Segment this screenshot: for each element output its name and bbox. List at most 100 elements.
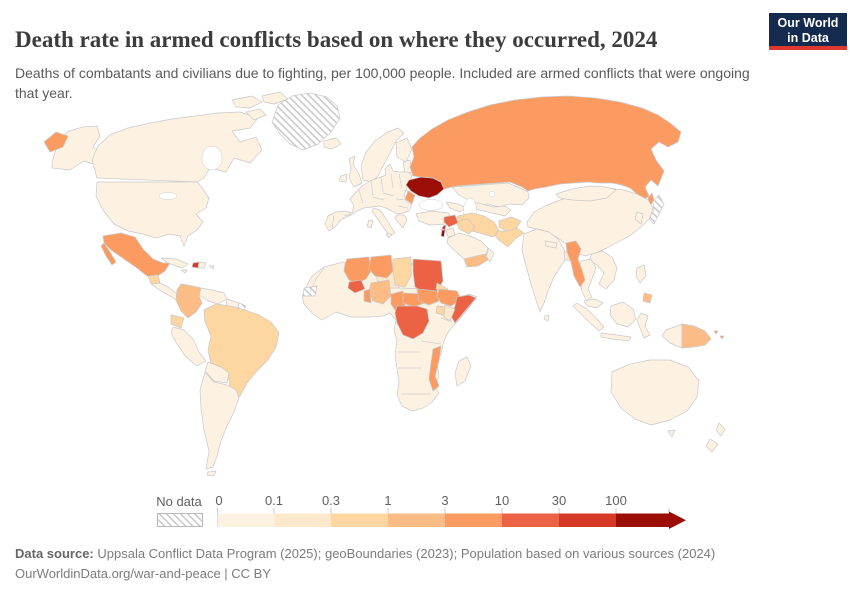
data-source-text: Uppsala Conflict Data Program (2025); ge… bbox=[93, 546, 716, 561]
legend-bin-7[interactable] bbox=[616, 513, 669, 528]
island-java[interactable] bbox=[600, 332, 632, 342]
legend-tick-label: 10 bbox=[495, 493, 509, 508]
legend-tick-label: 100 bbox=[605, 493, 627, 508]
country-bolivia[interactable] bbox=[204, 361, 230, 384]
country-israel-palestine[interactable] bbox=[440, 229, 446, 238]
country-papua-new-guinea[interactable] bbox=[681, 323, 712, 349]
country-guatemala[interactable] bbox=[147, 274, 161, 285]
country-venezuela[interactable] bbox=[198, 287, 228, 305]
legend-tick-label: 0.1 bbox=[265, 493, 283, 508]
legend-tick-label: 1 bbox=[384, 493, 391, 508]
legend-tick-label: 3 bbox=[441, 493, 448, 508]
country-usa[interactable] bbox=[95, 181, 210, 247]
legend-tick-label: 0.3 bbox=[322, 493, 340, 508]
legend-no-data-swatch[interactable] bbox=[157, 513, 203, 527]
region-europe-mainland[interactable] bbox=[324, 163, 413, 232]
country-syria[interactable] bbox=[443, 214, 459, 228]
country-jamaica[interactable] bbox=[180, 269, 188, 274]
country-cuba[interactable] bbox=[160, 257, 189, 269]
country-malaysia[interactable] bbox=[583, 298, 604, 309]
country-south-sudan[interactable] bbox=[416, 288, 440, 306]
legend-no-data-label: No data bbox=[156, 494, 202, 509]
country-myanmar[interactable] bbox=[565, 240, 586, 288]
island-tasmania[interactable] bbox=[667, 429, 676, 438]
country-uganda[interactable] bbox=[435, 305, 446, 316]
footer-link-line[interactable]: OurWorldinData.org/war-and-peace | CC BY bbox=[15, 566, 272, 581]
country-lebanon[interactable] bbox=[441, 224, 447, 231]
country-oman[interactable] bbox=[485, 247, 495, 263]
country-nepal[interactable] bbox=[544, 240, 558, 249]
country-canada[interactable] bbox=[91, 111, 263, 183]
country-australia[interactable] bbox=[610, 359, 700, 426]
island-sumatra[interactable] bbox=[572, 302, 605, 332]
country-niger[interactable] bbox=[368, 254, 394, 279]
country-colombia[interactable] bbox=[175, 283, 203, 319]
country-russia-chukotka[interactable] bbox=[43, 131, 69, 153]
country-iraq[interactable] bbox=[455, 218, 476, 235]
country-mongolia[interactable] bbox=[555, 185, 617, 202]
country-chad[interactable] bbox=[392, 256, 412, 288]
country-korea[interactable] bbox=[634, 211, 644, 225]
data-source-label: Data source: bbox=[15, 546, 94, 561]
legend-tick-label: 30 bbox=[552, 493, 566, 508]
country-ecuador[interactable] bbox=[170, 314, 185, 329]
country-brazil[interactable] bbox=[203, 303, 280, 404]
country-iceland[interactable] bbox=[323, 137, 342, 150]
legend-arrow[interactable] bbox=[669, 511, 686, 530]
island-solomon[interactable] bbox=[719, 335, 725, 340]
country-yemen[interactable] bbox=[463, 253, 489, 268]
island-sardinia[interactable] bbox=[366, 219, 374, 229]
island-solomon[interactable] bbox=[713, 330, 719, 335]
country-new-zealand[interactable] bbox=[715, 422, 726, 437]
arctic-island[interactable] bbox=[231, 95, 263, 109]
country-mexico-baja[interactable] bbox=[100, 242, 117, 266]
legend-bin-1[interactable] bbox=[274, 513, 331, 528]
africa-borders bbox=[309, 267, 453, 395]
owid-logo[interactable]: Our World in Data bbox=[769, 13, 847, 50]
country-mozambique[interactable] bbox=[428, 345, 442, 392]
country-greenland[interactable] bbox=[271, 92, 341, 151]
country-argentina-chile[interactable] bbox=[199, 371, 240, 470]
country-pakistan[interactable] bbox=[494, 227, 525, 248]
island-sicily[interactable] bbox=[385, 233, 393, 239]
region-scandinavia[interactable] bbox=[360, 127, 405, 183]
legend-bin-2[interactable] bbox=[331, 513, 388, 528]
legend-bin-5[interactable] bbox=[502, 513, 559, 528]
country-india[interactable] bbox=[521, 228, 568, 313]
arctic-island[interactable] bbox=[261, 91, 289, 105]
region-caucasus[interactable] bbox=[445, 201, 467, 213]
country-greece[interactable] bbox=[394, 214, 408, 229]
country-united-kingdom[interactable] bbox=[348, 155, 363, 188]
legend-bin-3[interactable] bbox=[388, 513, 445, 528]
legend-bin-6[interactable] bbox=[559, 513, 616, 528]
country-finland[interactable] bbox=[395, 137, 413, 163]
country-moldova[interactable] bbox=[404, 190, 416, 205]
country-italy[interactable] bbox=[371, 207, 396, 237]
island-borneo[interactable] bbox=[609, 301, 637, 328]
country-japan[interactable] bbox=[648, 194, 665, 225]
country-philippines-luzon[interactable] bbox=[635, 264, 647, 284]
country-benin[interactable] bbox=[363, 288, 372, 304]
legend-bin-0[interactable] bbox=[217, 513, 275, 528]
island-sulawesi[interactable] bbox=[636, 312, 651, 339]
country-new-zealand[interactable] bbox=[705, 438, 719, 453]
country-sri-lanka[interactable] bbox=[543, 314, 550, 322]
country-philippines-mindanao[interactable] bbox=[642, 292, 653, 304]
country-burkina-faso[interactable] bbox=[347, 279, 366, 294]
country-mexico[interactable] bbox=[102, 232, 171, 278]
country-ireland[interactable] bbox=[338, 173, 348, 183]
country-russia[interactable] bbox=[409, 95, 682, 201]
tierra-del-fuego[interactable] bbox=[206, 470, 217, 477]
country-dominican-republic[interactable] bbox=[197, 261, 207, 269]
island-new-guinea-west[interactable] bbox=[661, 323, 683, 349]
country-puerto-rico[interactable] bbox=[208, 265, 215, 270]
arctic-island[interactable] bbox=[245, 108, 267, 121]
country-drc[interactable] bbox=[394, 305, 430, 340]
region-indochina[interactable] bbox=[588, 250, 618, 290]
country-madagascar[interactable] bbox=[454, 356, 472, 387]
country-somalia[interactable] bbox=[450, 294, 477, 324]
country-peru[interactable] bbox=[170, 326, 207, 367]
country-ethiopia[interactable] bbox=[436, 288, 462, 307]
legend-bin-4[interactable] bbox=[445, 513, 502, 528]
